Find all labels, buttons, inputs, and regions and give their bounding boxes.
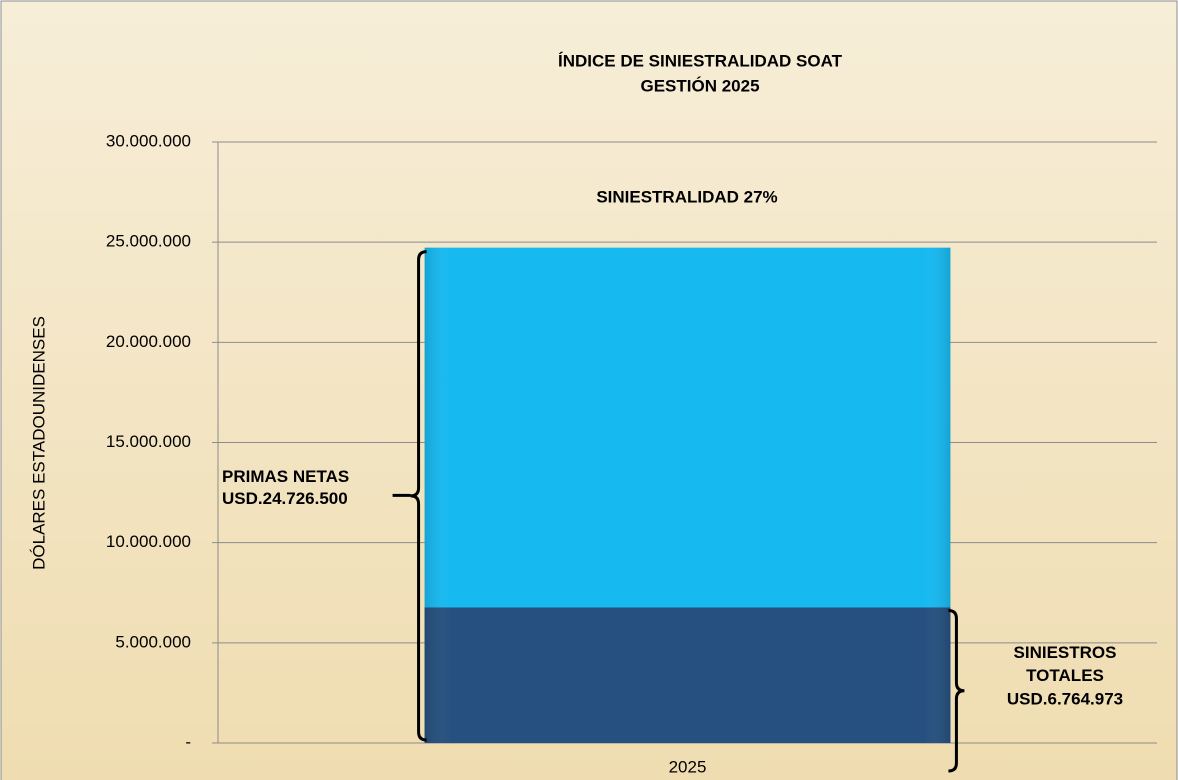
- y-tick-label: 5.000.000: [115, 632, 191, 651]
- y-tick-label: -: [185, 732, 191, 751]
- y-tick-label: 25.000.000: [106, 232, 191, 251]
- y-tick-label: 10.000.000: [106, 532, 191, 551]
- y-tick-label: 30.000.000: [106, 131, 191, 150]
- value-label: USD.6.764.973: [1007, 690, 1123, 709]
- legend-label: PRIMAS NETAS: [222, 467, 349, 486]
- chart-title: ÍNDICE DE SINIESTRALIDAD SOAT: [558, 51, 843, 70]
- annotation: SINIESTRALIDAD 27%: [596, 187, 777, 206]
- bracket: [948, 608, 965, 773]
- legend-label: SINIESTROS TOTALES: [1014, 644, 1117, 686]
- y-axis-label: DÓLARES ESTADOUNIDENSES: [29, 316, 48, 570]
- x-tick-label: 2025: [669, 757, 707, 776]
- y-tick-label: 20.000.000: [106, 332, 191, 351]
- value-label: USD.24.726.500: [222, 489, 348, 508]
- chart-title: GESTIÓN 2025: [640, 76, 759, 95]
- bar-shade: [424, 607, 951, 743]
- y-tick-label: 15.000.000: [106, 432, 191, 451]
